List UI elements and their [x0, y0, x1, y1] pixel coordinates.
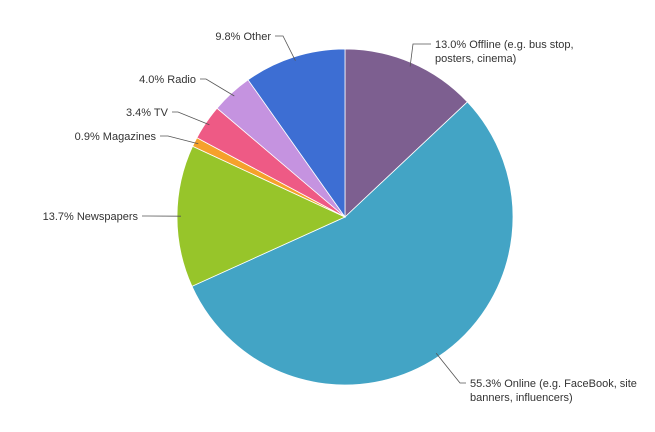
slice-label-line: 13.0% Offline (e.g. bus stop,: [435, 39, 574, 51]
slice-label-0: 13.0% Offline (e.g. bus stop, posters, ci…: [435, 39, 574, 65]
leader-line-1: [436, 353, 466, 383]
slice-label-line: 3.4% TV: [126, 107, 169, 119]
slice-label-3: 0.9% Magazines: [75, 131, 157, 143]
slice-label-line: 9.8% Other: [215, 31, 271, 43]
leader-line-4: [172, 112, 209, 125]
slice-label-line: 0.9% Magazines: [75, 131, 157, 143]
slice-label-line: 55.3% Online (e.g. FaceBook, site: [470, 378, 637, 390]
slice-label-1: 55.3% Online (e.g. FaceBook, site banners…: [470, 378, 637, 404]
slice-label-line: 4.0% Radio: [139, 74, 196, 86]
slice-label-5: 4.0% Radio: [139, 74, 196, 86]
leader-line-3: [160, 136, 198, 144]
leader-line-5: [200, 79, 234, 96]
slices-layer: [177, 49, 513, 385]
slice-label-line: posters, cinema): [435, 53, 516, 65]
slice-label-2: 13.7% Newspapers: [43, 211, 139, 223]
slice-label-4: 3.4% TV: [126, 107, 169, 119]
slice-label-line: 13.7% Newspapers: [43, 211, 139, 223]
slice-label-line: banners, influencers): [470, 392, 573, 404]
slice-label-6: 9.8% Other: [215, 31, 271, 43]
